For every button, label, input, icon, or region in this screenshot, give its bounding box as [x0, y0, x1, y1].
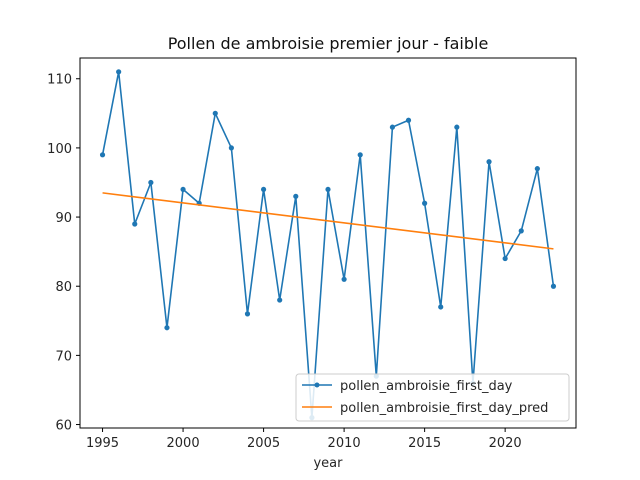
data-point: [502, 255, 508, 262]
data-point: [405, 117, 412, 123]
axis-ticks: 1995 2000 2005 2010 2015 2020 60 70 80 90 100 110: [47, 73, 522, 451]
legend-label-observed: pollen_ambroisie_first_day: [340, 379, 513, 394]
data-point: [341, 276, 347, 282]
data-point: [550, 283, 557, 289]
y-tick-label: 110: [47, 73, 72, 88]
series-line-pred: [102, 192, 554, 250]
data-point: [357, 152, 363, 158]
data-point: [454, 124, 460, 130]
x-tick-label: 2015: [408, 436, 441, 451]
data-point: [422, 200, 428, 206]
chart-title: Pollen de ambroisie premier jour - faibl…: [168, 34, 489, 53]
plot-frame: [79, 57, 577, 429]
data-point: [277, 297, 283, 303]
y-tick-label: 100: [47, 142, 72, 157]
data-point: [228, 145, 234, 151]
legend: pollen_ambroisie_first_day pollen_ambroi…: [295, 373, 570, 422]
data-point: [518, 228, 524, 234]
legend-label-pred: pollen_ambroisie_first_day_pred: [340, 401, 548, 416]
data-point: [389, 124, 396, 130]
data-point: [325, 186, 331, 193]
legend-box: [295, 373, 570, 422]
legend-marker-observed: [314, 382, 320, 388]
y-tick-label: 90: [55, 211, 72, 226]
data-point: [212, 110, 218, 116]
x-tick-label: 2000: [167, 436, 200, 451]
x-tick-label: 2010: [328, 436, 361, 451]
data-point: [148, 179, 154, 186]
data-point: [260, 186, 267, 193]
data-point: [244, 311, 251, 317]
y-tick-label: 60: [55, 419, 72, 434]
data-point: [99, 152, 106, 158]
y-tick-label: 70: [55, 349, 72, 364]
data-point: [486, 159, 492, 165]
data-point: [534, 166, 540, 172]
data-point: [116, 69, 122, 75]
x-tick-label: 1995: [86, 436, 119, 451]
data-point: [164, 325, 170, 331]
data-point: [438, 304, 444, 310]
data-point: [132, 221, 138, 227]
data-point: [293, 193, 299, 199]
plot-area: [99, 69, 557, 421]
data-point: [180, 186, 186, 193]
x-tick-label: 2020: [489, 436, 522, 451]
y-tick-label: 80: [55, 280, 72, 295]
x-axis-label: year: [313, 456, 343, 471]
x-tick-label: 2005: [247, 436, 280, 451]
